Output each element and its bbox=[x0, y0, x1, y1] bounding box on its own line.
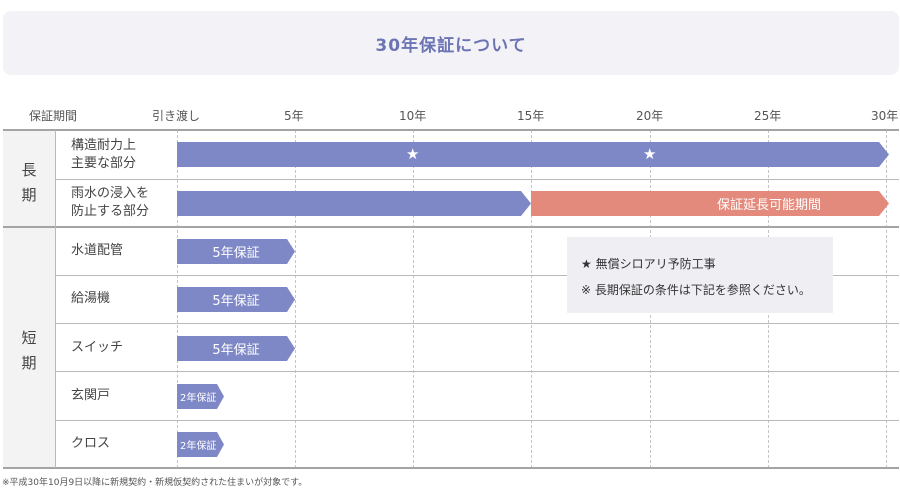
row-divider bbox=[55, 420, 899, 421]
bar-structure-30y bbox=[177, 142, 889, 167]
bar-extension-period: 保証延長可能期間 bbox=[531, 191, 889, 216]
row-label-water-heater: 給湯機 bbox=[71, 291, 111, 306]
row-label-entrance-door: 玄関戸 bbox=[71, 388, 111, 403]
table-top-line bbox=[3, 129, 899, 131]
table-bottom-line bbox=[3, 467, 899, 469]
group-long-char-1: 長 bbox=[21, 161, 37, 179]
gridline-30y bbox=[886, 130, 887, 468]
gridline-10y bbox=[413, 130, 414, 468]
group-short-char-1: 短 bbox=[21, 329, 37, 347]
star-icon: ★ bbox=[643, 145, 657, 163]
row-label-structure: 構造耐力上 主要な部分 bbox=[71, 138, 137, 171]
row-label-switch: スイッチ bbox=[71, 340, 124, 355]
short-term-group-bg bbox=[3, 228, 55, 468]
group-column-divider bbox=[55, 130, 56, 468]
legend-long-term-note: ※ 長期保証の条件は下記を参照ください。 bbox=[581, 283, 811, 297]
row-divider bbox=[55, 275, 899, 276]
bar-rainwater-15y bbox=[177, 191, 531, 216]
tick-30y: 30年 bbox=[871, 109, 899, 123]
extension-label: 保証延長可能期間 bbox=[716, 198, 821, 213]
row-label-rainwater: 雨水の浸入を 防止する部分 bbox=[71, 186, 150, 219]
star-icon: ★ bbox=[406, 145, 420, 163]
row-divider bbox=[55, 371, 899, 372]
bar-water-pipe-5y: 5年保証 bbox=[177, 239, 295, 264]
row-divider bbox=[55, 179, 899, 180]
row-label-wallpaper: クロス bbox=[71, 436, 111, 451]
tick-5y: 5年 bbox=[284, 109, 304, 123]
tick-15y: 15年 bbox=[517, 109, 545, 123]
gridline-5y bbox=[295, 130, 296, 468]
bar-wallpaper-2y: 2年保証 bbox=[177, 432, 224, 457]
tick-handover: 引き渡し bbox=[152, 109, 201, 123]
long-term-group-bg bbox=[3, 131, 55, 227]
row-label-water-pipe: 水道配管 bbox=[71, 243, 124, 258]
legend-box: ★ 無償シロアリ予防工事 ※ 長期保証の条件は下記を参照ください。 bbox=[567, 237, 833, 313]
bar-water-heater-5y: 5年保証 bbox=[177, 287, 295, 312]
row-divider bbox=[55, 323, 899, 324]
tick-10y: 10年 bbox=[399, 109, 427, 123]
group-long-char-2: 期 bbox=[21, 186, 37, 204]
page-title: 30年保証について bbox=[375, 35, 527, 56]
tick-20y: 20年 bbox=[636, 109, 664, 123]
bar-switch-5y: 5年保証 bbox=[177, 336, 295, 361]
gridline-15y bbox=[531, 130, 532, 468]
legend-star-note: ★ 無償シロアリ予防工事 bbox=[581, 257, 716, 271]
bar-entrance-door-2y: 2年保証 bbox=[177, 384, 224, 409]
tick-25y: 25年 bbox=[754, 109, 782, 123]
group-short-char-2: 期 bbox=[21, 354, 37, 372]
footnote: ※平成30年10月9日以降に新規契約・新規仮契約された住まいが対象です。 bbox=[2, 478, 308, 488]
axis-header: 保証期間 bbox=[29, 109, 78, 123]
group-divider bbox=[3, 226, 899, 228]
title-banner: 30年保証について bbox=[3, 11, 899, 75]
